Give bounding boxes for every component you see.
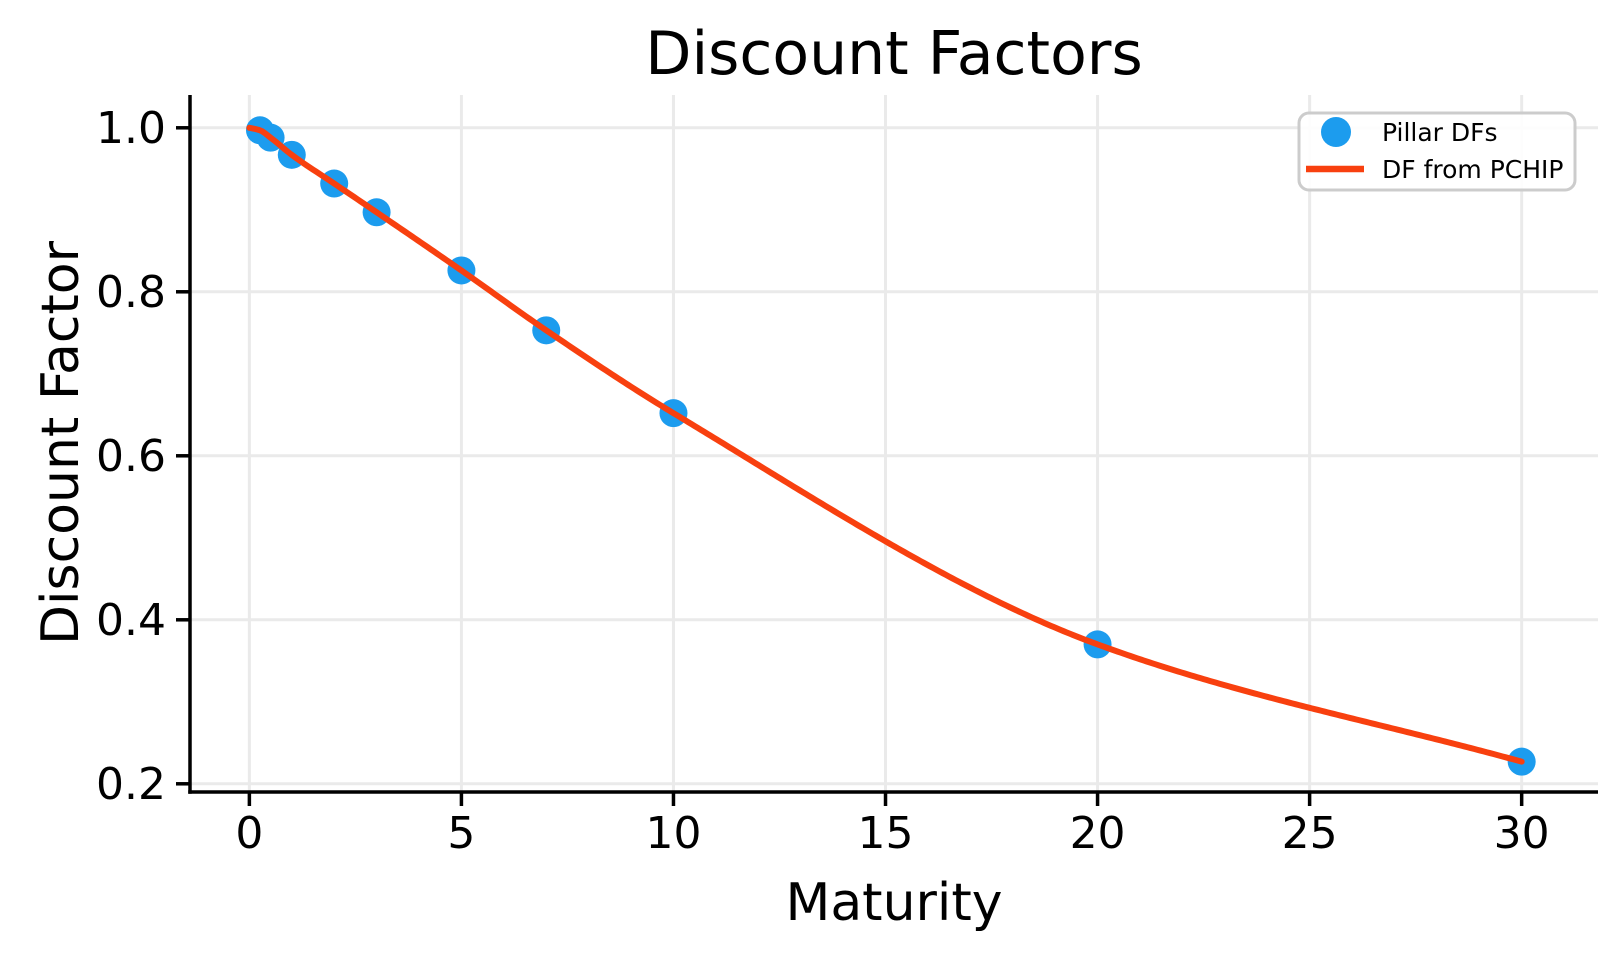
- legend-marker-pillar-dfs-icon: [1321, 117, 1351, 147]
- x-tick-label: 25: [1282, 808, 1338, 859]
- x-tick-label: 30: [1494, 808, 1550, 859]
- x-tick-label: 10: [645, 808, 701, 859]
- data-layer: [245, 116, 1536, 776]
- y-tick-label: 0.2: [96, 759, 166, 810]
- chart-title: Discount Factors: [645, 19, 1142, 89]
- x-axis-label: Maturity: [785, 873, 1002, 933]
- tick-label-layer: 0 5 10 15 20 25 30 0.2 0.4 0.6 0.8 1.0: [96, 103, 1550, 859]
- x-tick-label: 5: [447, 808, 475, 859]
- x-tick-label: 15: [858, 808, 914, 859]
- legend-box: [1297, 111, 1577, 192]
- y-tick-label: 0.4: [96, 595, 166, 646]
- legend-label-pillar-dfs: Pillar DFs: [1382, 118, 1498, 147]
- x-tick-label: 0: [235, 808, 263, 859]
- grid-layer: [190, 95, 1598, 792]
- axis-layer: [176, 95, 1598, 806]
- x-tick-label: 20: [1070, 808, 1126, 859]
- y-tick-label: 0.8: [96, 267, 166, 318]
- y-tick-label: 0.6: [96, 431, 166, 482]
- y-axis-label: Discount Factor: [31, 240, 91, 645]
- y-tick-label: 1.0: [96, 103, 166, 154]
- legend-label-df-from-pchip: DF from PCHIP: [1382, 155, 1563, 184]
- pchip-curve: [246, 124, 1525, 765]
- legend: Pillar DFs DF from PCHIP: [1297, 111, 1577, 192]
